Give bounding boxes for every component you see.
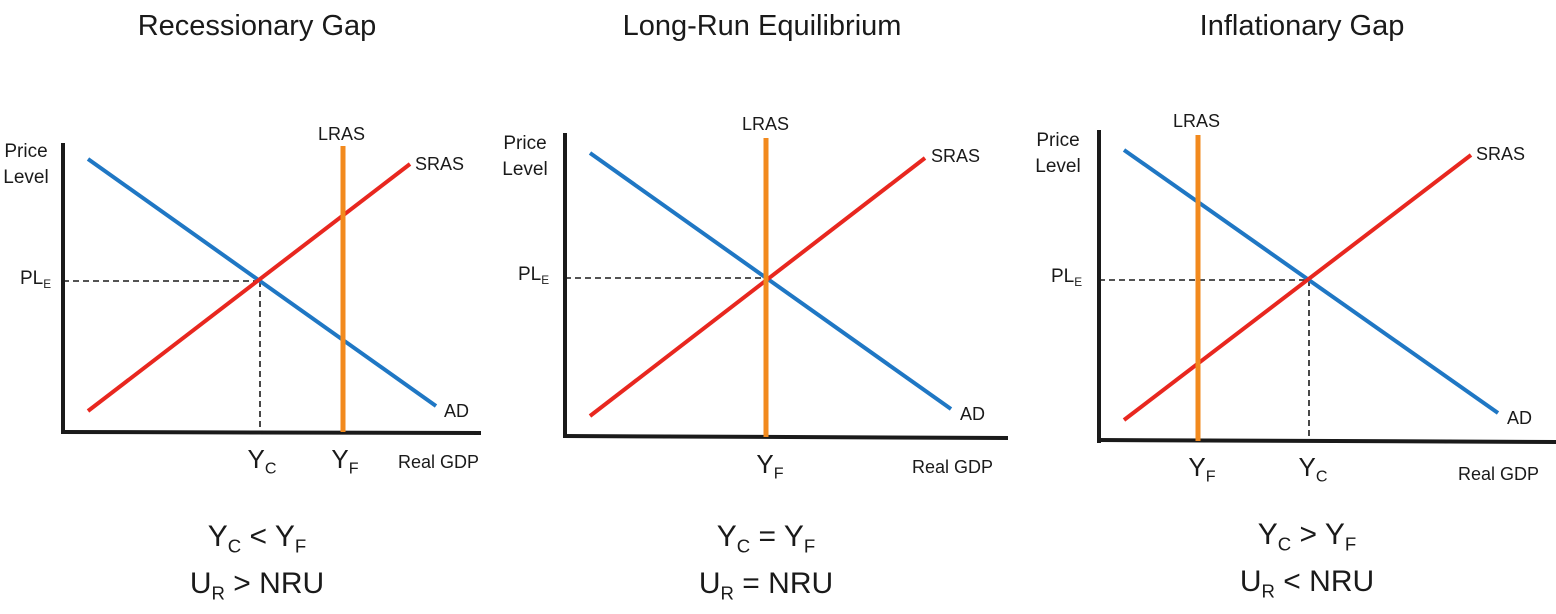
panel-title: Inflationary Gap <box>1199 10 1405 42</box>
lras-label: LRAS <box>318 124 366 144</box>
panel-recessionary-gap: Recessionary Gap Price Level PLE LRAS SRA… <box>0 0 500 614</box>
panel-long-run-equilibrium: Long-Run Equilibrium Price Level PLE LRAS… <box>490 0 1030 614</box>
price-level-label: PLE <box>518 264 550 288</box>
yc-tick-label: YC <box>247 444 277 478</box>
sras-curve <box>588 156 927 418</box>
ad-curve <box>1122 148 1500 415</box>
output-condition: YC < YF UR > NRU <box>189 520 325 603</box>
diagram-long-run-equilibrium <box>562 133 1009 440</box>
lras-label: LRAS <box>1173 111 1221 131</box>
ad-label: AD <box>444 401 470 421</box>
y-axis-label: Price Level <box>3 141 49 188</box>
x-axis-label: Real GDP <box>912 457 994 477</box>
yc-tick-label: YC <box>1298 452 1328 486</box>
yf-tick-label: YF <box>756 449 784 483</box>
ad-label: AD <box>960 404 986 424</box>
panel-title: Long-Run Equilibrium <box>622 10 902 42</box>
sras-curve <box>86 162 412 413</box>
output-condition: YC > YF UR < NRU <box>1239 518 1375 601</box>
x-axis-label: Real GDP <box>1458 464 1540 484</box>
price-level-label: PLE <box>1051 266 1083 290</box>
x-axis <box>562 434 1009 440</box>
panel-title: Recessionary Gap <box>137 10 377 42</box>
y-axis-label: Price Level <box>1035 130 1081 177</box>
x-axis <box>1096 438 1556 444</box>
x-axis <box>60 430 482 435</box>
diagram-inflationary-gap <box>1096 130 1556 444</box>
sras-curve <box>1122 153 1473 422</box>
sras-label: SRAS <box>1476 144 1526 164</box>
ad-curve <box>86 157 438 408</box>
panel-inflationary-gap: Inflationary Gap Price Level PLE LRAS SRA… <box>1020 0 1556 614</box>
sras-label: SRAS <box>931 146 981 166</box>
sras-label: SRAS <box>415 154 465 174</box>
yf-tick-label: YF <box>331 444 359 478</box>
diagram-recessionary-gap <box>60 143 482 435</box>
price-level-label: PLE <box>20 268 52 292</box>
lras-label: LRAS <box>742 114 790 134</box>
yf-tick-label: YF <box>1188 452 1216 486</box>
y-axis-label: Price Level <box>502 133 548 180</box>
ad-label: AD <box>1507 408 1533 428</box>
x-axis-label: Real GDP <box>398 452 480 472</box>
ad-curve <box>588 151 953 411</box>
output-condition: YC = YF UR = NRU <box>698 520 834 603</box>
